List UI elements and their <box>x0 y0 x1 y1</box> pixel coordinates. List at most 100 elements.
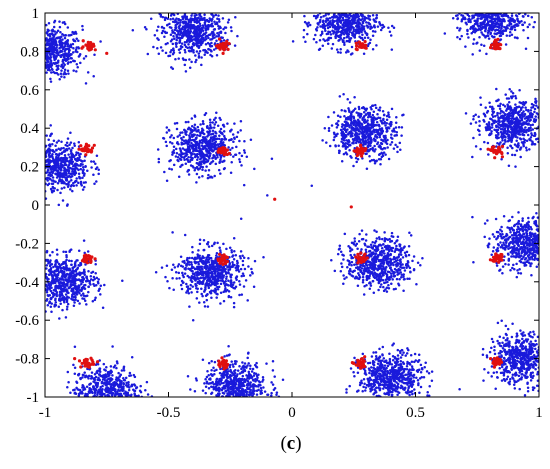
data-point <box>528 23 531 26</box>
data-point <box>60 69 63 72</box>
data-point <box>206 176 210 180</box>
data-point <box>497 131 500 135</box>
data-point <box>55 275 59 278</box>
data-point <box>469 20 472 24</box>
data-point <box>336 114 340 117</box>
data-point <box>368 133 371 137</box>
data-point <box>211 121 214 124</box>
data-point <box>195 130 198 133</box>
data-point <box>78 273 82 277</box>
data-point <box>329 36 333 40</box>
data-point <box>345 153 349 156</box>
data-point <box>87 290 90 294</box>
data-point <box>380 127 384 130</box>
data-point <box>200 127 204 130</box>
data-point <box>470 32 473 35</box>
data-point <box>55 31 58 34</box>
data-point <box>348 16 351 20</box>
data-point <box>157 160 161 164</box>
data-point <box>373 144 376 148</box>
data-point <box>190 263 193 266</box>
data-point <box>348 148 351 152</box>
data-point <box>224 31 227 35</box>
data-point <box>356 19 359 23</box>
data-point <box>92 160 96 163</box>
data-point <box>51 155 54 158</box>
data-point <box>338 16 341 19</box>
data-point <box>188 58 191 61</box>
data-point <box>156 37 159 40</box>
data-point <box>64 171 67 175</box>
data-point <box>213 174 216 178</box>
data-point <box>376 141 380 144</box>
data-point <box>390 141 394 144</box>
data-point <box>204 31 208 34</box>
data-point <box>236 34 239 38</box>
data-point <box>220 138 224 141</box>
data-point <box>185 31 189 34</box>
data-point <box>343 144 346 148</box>
data-point <box>158 13 161 16</box>
data-point <box>239 129 242 132</box>
data-point <box>60 151 64 154</box>
data-point <box>82 268 86 271</box>
data-point <box>198 41 202 44</box>
data-point <box>64 176 68 179</box>
data-point <box>369 27 372 30</box>
data-point <box>189 283 192 287</box>
data-point <box>64 260 67 263</box>
data-point <box>374 117 378 121</box>
data-point <box>184 50 187 54</box>
data-point <box>207 36 210 40</box>
data-point <box>178 51 182 54</box>
data-point <box>348 130 352 134</box>
data-point <box>74 286 78 290</box>
data-point <box>87 269 90 273</box>
data-point <box>70 57 73 60</box>
data-point <box>57 139 60 142</box>
data-point <box>327 115 330 119</box>
data-point <box>183 63 187 67</box>
data-point <box>378 144 382 147</box>
data-point <box>535 104 538 107</box>
data-point <box>191 285 194 288</box>
data-point <box>194 54 197 57</box>
data-point <box>186 142 189 146</box>
data-point <box>190 26 193 29</box>
data-point <box>342 22 346 25</box>
data-point <box>518 101 521 104</box>
data-point <box>216 287 220 291</box>
data-point <box>372 137 376 140</box>
data-point <box>342 32 346 36</box>
data-point <box>477 115 480 119</box>
data-point <box>391 129 394 133</box>
data-point <box>340 160 344 163</box>
data-point <box>394 134 398 137</box>
data-point <box>55 149 58 152</box>
data-point <box>357 136 361 139</box>
data-point <box>530 143 534 146</box>
data-point <box>510 127 513 131</box>
data-point <box>530 132 533 135</box>
data-point <box>321 20 325 24</box>
data-point <box>189 30 193 33</box>
data-point <box>218 161 221 164</box>
data-point <box>99 284 103 288</box>
data-point <box>509 136 512 139</box>
data-point <box>203 305 207 308</box>
data-point <box>464 45 467 48</box>
data-point <box>210 147 213 150</box>
data-point <box>179 154 183 158</box>
data-point <box>505 123 508 126</box>
data-point <box>179 21 182 24</box>
data-point <box>210 244 214 248</box>
data-point <box>480 16 483 20</box>
data-point <box>322 38 325 41</box>
data-point <box>168 167 171 171</box>
data-point <box>531 140 534 143</box>
data-point <box>484 27 487 31</box>
data-point <box>490 105 494 109</box>
data-point <box>60 298 63 301</box>
data-point <box>368 15 371 18</box>
data-point <box>207 168 211 172</box>
